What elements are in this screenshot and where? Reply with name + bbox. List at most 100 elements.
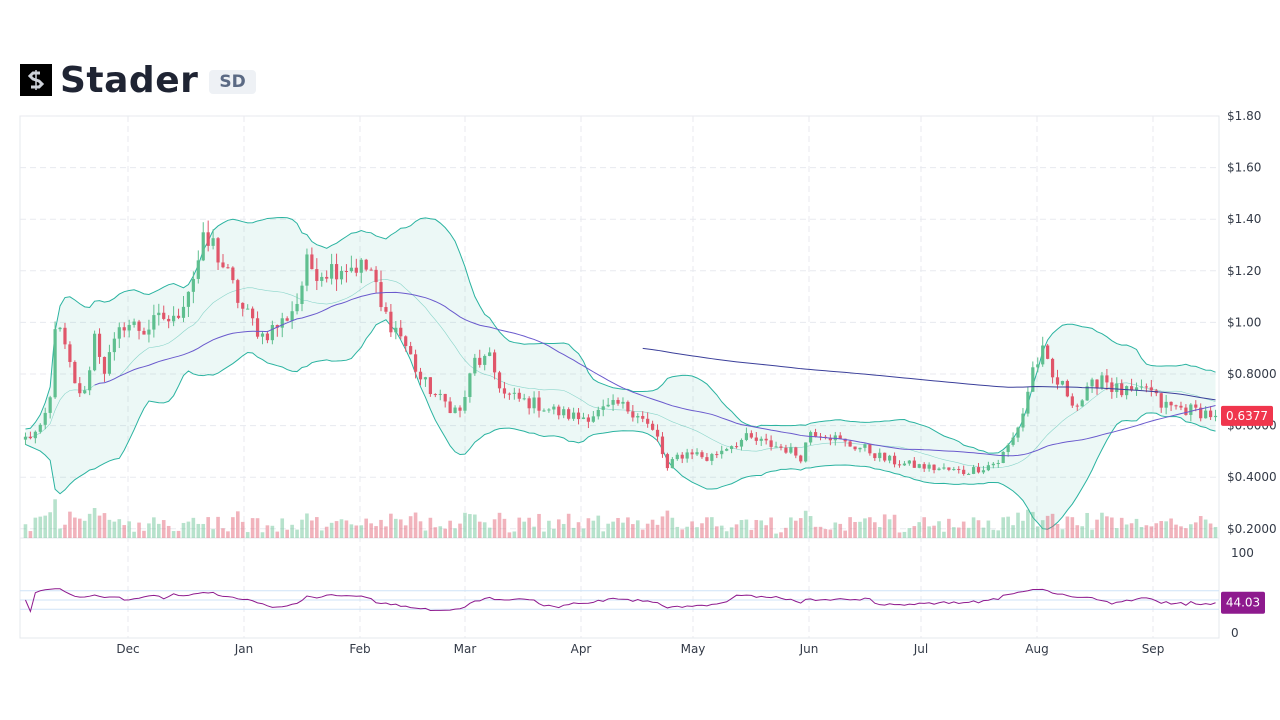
- volume-bar: [92, 508, 97, 538]
- volume-bar: [477, 521, 482, 538]
- volume-bar: [1040, 520, 1045, 538]
- candle-body: [88, 370, 92, 391]
- candle-body: [764, 438, 768, 441]
- candle-body: [428, 377, 432, 395]
- volume-bar: [769, 517, 773, 538]
- bollinger-band-fill: [25, 217, 1216, 530]
- candle-body: [458, 407, 462, 411]
- candle-body: [478, 357, 482, 365]
- volume-bar: [1119, 517, 1124, 538]
- candle-body: [626, 401, 630, 412]
- volume-bar: [877, 527, 882, 538]
- volume-bar: [142, 530, 146, 538]
- volume-bar: [754, 519, 759, 538]
- volume-bar: [621, 522, 625, 538]
- candle-body: [636, 415, 640, 418]
- candle-body: [364, 259, 368, 270]
- volume-bar: [502, 518, 507, 538]
- volume-bar: [774, 533, 778, 538]
- volume-bar: [63, 524, 67, 538]
- volume-bar: [285, 529, 289, 538]
- volume-bar: [1095, 519, 1099, 538]
- candle-body: [586, 417, 591, 422]
- volume-bar: [369, 523, 373, 538]
- volume-bar: [1090, 529, 1094, 538]
- candle-body: [1199, 407, 1203, 419]
- candle-body: [650, 423, 655, 430]
- volume-bar: [87, 513, 92, 538]
- volume-bar: [171, 531, 176, 538]
- candle-body: [828, 437, 832, 441]
- candle-body: [102, 356, 107, 374]
- volume-bar: [759, 520, 764, 538]
- candle-body: [231, 267, 235, 281]
- x-tick-label: May: [681, 642, 706, 656]
- candle-body: [562, 409, 566, 416]
- rsi-value-tag: [1221, 591, 1265, 614]
- candle-body: [339, 271, 344, 280]
- candle-body: [912, 460, 916, 468]
- candle-body: [354, 267, 358, 273]
- volume-bar: [448, 520, 452, 538]
- candle-body: [947, 467, 951, 470]
- candle-body: [1189, 404, 1193, 415]
- candle-body: [344, 271, 349, 273]
- volume-bar: [374, 526, 378, 538]
- volume-bar: [591, 520, 596, 538]
- volume-bar: [186, 521, 191, 538]
- candle-body: [399, 327, 403, 337]
- candle-body: [902, 463, 907, 466]
- candle-body: [631, 411, 635, 418]
- volume-bar: [635, 520, 640, 538]
- volume-bar: [705, 517, 709, 538]
- candle-body: [211, 238, 215, 246]
- volume-bar: [295, 529, 299, 538]
- candle-body: [1095, 379, 1099, 388]
- candle-body: [739, 439, 744, 447]
- volume-bar: [868, 517, 872, 538]
- candle-body: [186, 291, 191, 307]
- volume-bar: [1045, 515, 1050, 538]
- volume-bar: [813, 526, 818, 538]
- candle-body: [883, 452, 887, 461]
- candle-body: [1060, 380, 1065, 385]
- volume-bar: [561, 523, 566, 538]
- volume-bar: [147, 523, 151, 538]
- volume-bar: [127, 521, 131, 538]
- candle-body: [280, 318, 284, 328]
- candle-body: [423, 377, 428, 380]
- volume-bar: [887, 519, 892, 538]
- volume-bar: [685, 526, 689, 538]
- volume-bar: [853, 521, 857, 538]
- volume-bar: [97, 515, 102, 538]
- candle-body: [394, 327, 398, 333]
- candle-body: [769, 440, 773, 447]
- candle-body: [759, 438, 763, 441]
- candle-body: [320, 276, 324, 281]
- candle-body: [246, 308, 250, 310]
- candle-body: [1149, 387, 1153, 391]
- volume-bar: [670, 517, 675, 538]
- candle-body: [1110, 382, 1114, 392]
- candle-body: [1105, 375, 1109, 383]
- volume-bar: [270, 525, 275, 538]
- candle-body: [97, 333, 102, 357]
- volume-bar: [892, 514, 897, 538]
- volume-bar: [1184, 528, 1188, 538]
- y-tick-label: $0.2000: [1227, 522, 1277, 536]
- candle-body: [868, 444, 872, 454]
- volume-bar: [122, 525, 127, 538]
- volume-bar: [236, 511, 240, 538]
- candle-body: [754, 437, 758, 441]
- volume-bar: [201, 523, 206, 538]
- candle-body: [527, 398, 531, 409]
- volume-bar: [482, 522, 487, 538]
- candle-body: [492, 352, 497, 373]
- candle-body: [512, 392, 516, 394]
- volume-bar: [838, 523, 843, 538]
- volume-bar: [665, 510, 670, 538]
- volume-bar: [947, 518, 951, 538]
- volume-bar: [863, 518, 867, 538]
- volume-bar: [1075, 525, 1080, 538]
